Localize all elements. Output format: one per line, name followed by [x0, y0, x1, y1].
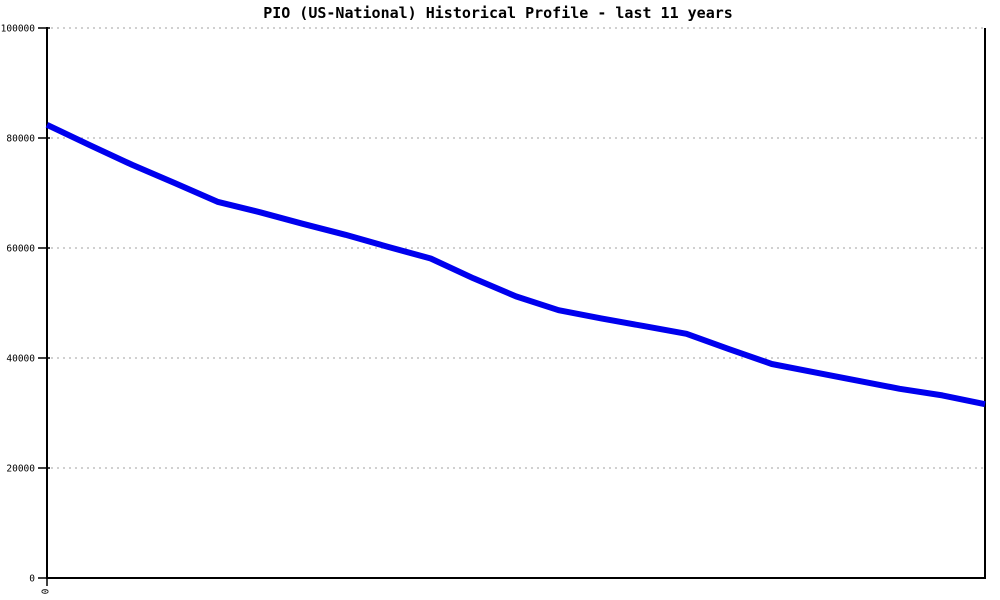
x-axis-labels: 0 — [39, 589, 50, 595]
y-axis-ticks — [38, 27, 50, 579]
y-tick-label: 20000 — [6, 464, 35, 475]
y-tick-label: 0 — [29, 574, 35, 585]
y-axis-labels: 0 20000 40000 60000 80000 100000 — [1, 24, 36, 585]
y-tick-label: 60000 — [6, 244, 35, 255]
y-tick-label: 80000 — [6, 134, 35, 145]
chart-title: PIO (US-National) Historical Profile - l… — [263, 4, 733, 22]
y-tick-label: 100000 — [1, 24, 36, 35]
gridlines — [51, 27, 985, 469]
x-tick-label: 0 — [39, 589, 50, 595]
data-line — [45, 122, 986, 408]
y-tick-label: 40000 — [6, 354, 35, 365]
